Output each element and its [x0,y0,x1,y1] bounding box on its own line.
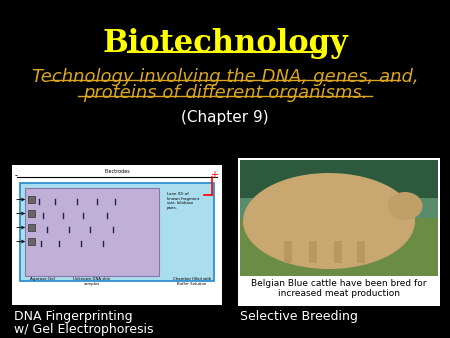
Bar [28,210,35,217]
Bar [238,158,440,306]
Text: Agarose Gel: Agarose Gel [30,277,55,281]
Text: DNA Fingerprinting: DNA Fingerprinting [14,310,133,323]
Text: Technology involving the DNA, genes, and,: Technology involving the DNA, genes, and… [32,68,419,86]
Text: Selective Breeding: Selective Breeding [240,310,358,323]
Bar [12,165,222,305]
Bar [238,276,440,306]
Text: proteins of different organisms.: proteins of different organisms. [83,84,367,102]
Text: Electrodes: Electrodes [104,169,130,174]
Bar [240,160,438,218]
Ellipse shape [387,192,423,220]
Text: -: - [15,171,18,180]
Text: w/ Gel Electrophoresis: w/ Gel Electrophoresis [14,323,153,336]
Bar [28,224,35,231]
Text: (Chapter 9): (Chapter 9) [181,110,269,125]
Text: Lane (D) of
known fragment
size, kilobase
pairs.: Lane (D) of known fragment size, kilobas… [167,192,199,210]
Bar [28,196,35,203]
Bar [20,183,214,281]
Bar [309,241,317,263]
Bar [28,238,35,245]
Ellipse shape [243,173,415,269]
Bar [334,241,342,263]
Text: Biotechnology: Biotechnology [102,28,348,59]
Bar [25,188,159,276]
Text: +: + [210,170,218,180]
Text: Chamber filled with
Buffer Solution: Chamber filled with Buffer Solution [173,277,211,286]
Bar [240,160,438,198]
Bar [284,241,292,263]
Text: Unknown DNA skin
samples: Unknown DNA skin samples [73,277,111,286]
Text: Belgian Blue cattle have been bred for
increased meat production: Belgian Blue cattle have been bred for i… [251,279,427,298]
Bar [357,241,365,263]
Bar [240,218,438,276]
